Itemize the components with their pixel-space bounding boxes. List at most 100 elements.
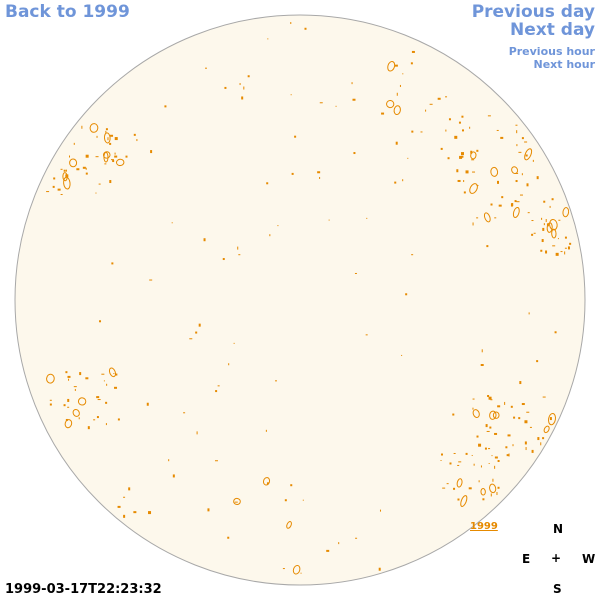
previous-hour-link[interactable]: Previous hour <box>508 45 595 58</box>
feature-dot <box>78 417 80 420</box>
feature-dot <box>203 238 206 242</box>
feature-dot <box>516 130 518 134</box>
feature-dot <box>543 223 545 226</box>
feature-dot <box>457 464 460 466</box>
feature-dot <box>465 170 469 174</box>
feature-dot <box>96 396 100 399</box>
feature-dot <box>536 360 539 363</box>
feature-dot <box>486 430 490 432</box>
feature-dot <box>463 191 466 194</box>
back-to-year-link[interactable]: Back to 1999 <box>5 2 130 22</box>
feature-dot <box>448 118 451 121</box>
feature-dot <box>468 487 472 490</box>
feature-dot <box>239 83 241 86</box>
feature-dot <box>440 460 442 462</box>
feature-dot <box>65 418 68 421</box>
feature-dot <box>247 75 250 78</box>
feature-dot <box>302 499 304 501</box>
feature-dot <box>99 320 102 323</box>
feature-dot <box>515 124 518 126</box>
feature-contour <box>489 410 497 420</box>
feature-dot <box>543 200 546 203</box>
feature-dot <box>513 416 516 419</box>
feature-dot <box>527 212 530 214</box>
feature-dot <box>462 129 465 132</box>
feature-dot <box>526 183 529 187</box>
feature-dot <box>284 499 287 502</box>
feature-dot <box>217 385 220 387</box>
feature-dot <box>105 128 108 131</box>
feature-dot <box>198 323 201 327</box>
feature-dot <box>480 364 484 367</box>
feature-dot <box>554 331 557 334</box>
feature-dot <box>569 242 572 245</box>
feature-contour <box>115 158 125 167</box>
feature-contour <box>108 367 117 378</box>
feature-dot <box>60 168 63 170</box>
previous-day-link[interactable]: Previous day <box>471 2 595 22</box>
feature-dot <box>460 152 464 156</box>
feature-dot <box>222 258 225 261</box>
feature-dot <box>133 511 137 514</box>
feature-dot <box>114 137 118 141</box>
disk-label: 1999 <box>470 521 498 532</box>
feature-dot <box>107 137 109 141</box>
feature-dot <box>476 217 479 219</box>
feature-dot <box>437 97 441 100</box>
feature-dot <box>497 486 500 489</box>
feature-dot <box>542 437 545 440</box>
feature-contour <box>262 477 271 486</box>
feature-dot <box>65 174 69 178</box>
feature-dot <box>525 447 527 451</box>
feature-dot <box>521 403 525 406</box>
feature-dot <box>172 474 175 478</box>
feature-dot <box>95 156 99 158</box>
feature-dot <box>381 112 385 115</box>
feature-dot <box>552 245 556 247</box>
feature-dot <box>500 136 504 139</box>
feature-dot <box>501 196 504 199</box>
feature-dot <box>564 251 566 255</box>
feature-dot <box>453 487 456 490</box>
feature-dot <box>150 150 153 154</box>
feature-dot <box>510 405 513 408</box>
feature-dot <box>518 151 522 153</box>
feature-dot <box>518 417 521 420</box>
feature-dot <box>266 482 269 485</box>
next-hour-link[interactable]: Next hour <box>533 58 596 71</box>
feature-dot <box>440 147 443 150</box>
feature-dot <box>105 423 107 426</box>
feature-dot <box>241 96 244 100</box>
feature-dot <box>237 246 239 250</box>
feature-dot <box>463 180 465 183</box>
feature-dot <box>555 252 559 256</box>
feature-dot <box>290 484 293 487</box>
feature-contour <box>456 478 463 488</box>
feature-dot <box>112 160 115 163</box>
feature-dot <box>542 396 546 398</box>
feature-dot <box>497 405 501 408</box>
feature-dot <box>524 141 528 143</box>
feature-dot <box>207 508 210 512</box>
feature-dot <box>488 396 492 400</box>
feature-dot <box>407 157 409 159</box>
feature-dot <box>95 192 97 194</box>
feature-contour <box>46 373 55 384</box>
feature-dot <box>567 246 570 250</box>
feature-dot <box>67 375 71 378</box>
feature-dot <box>496 129 499 131</box>
feature-dot <box>277 225 279 227</box>
feature-dot <box>442 487 446 489</box>
feature-dot <box>319 102 323 104</box>
feature-dot <box>480 465 482 468</box>
feature-dot <box>524 420 528 424</box>
feature-contour <box>490 166 499 177</box>
feature-dot <box>471 159 475 161</box>
feature-dot <box>196 431 198 435</box>
feature-dot <box>204 67 207 69</box>
feature-dot <box>379 509 381 512</box>
feature-dot <box>394 64 398 67</box>
feature-dot <box>168 459 170 462</box>
next-day-link[interactable]: Next day <box>510 20 595 40</box>
